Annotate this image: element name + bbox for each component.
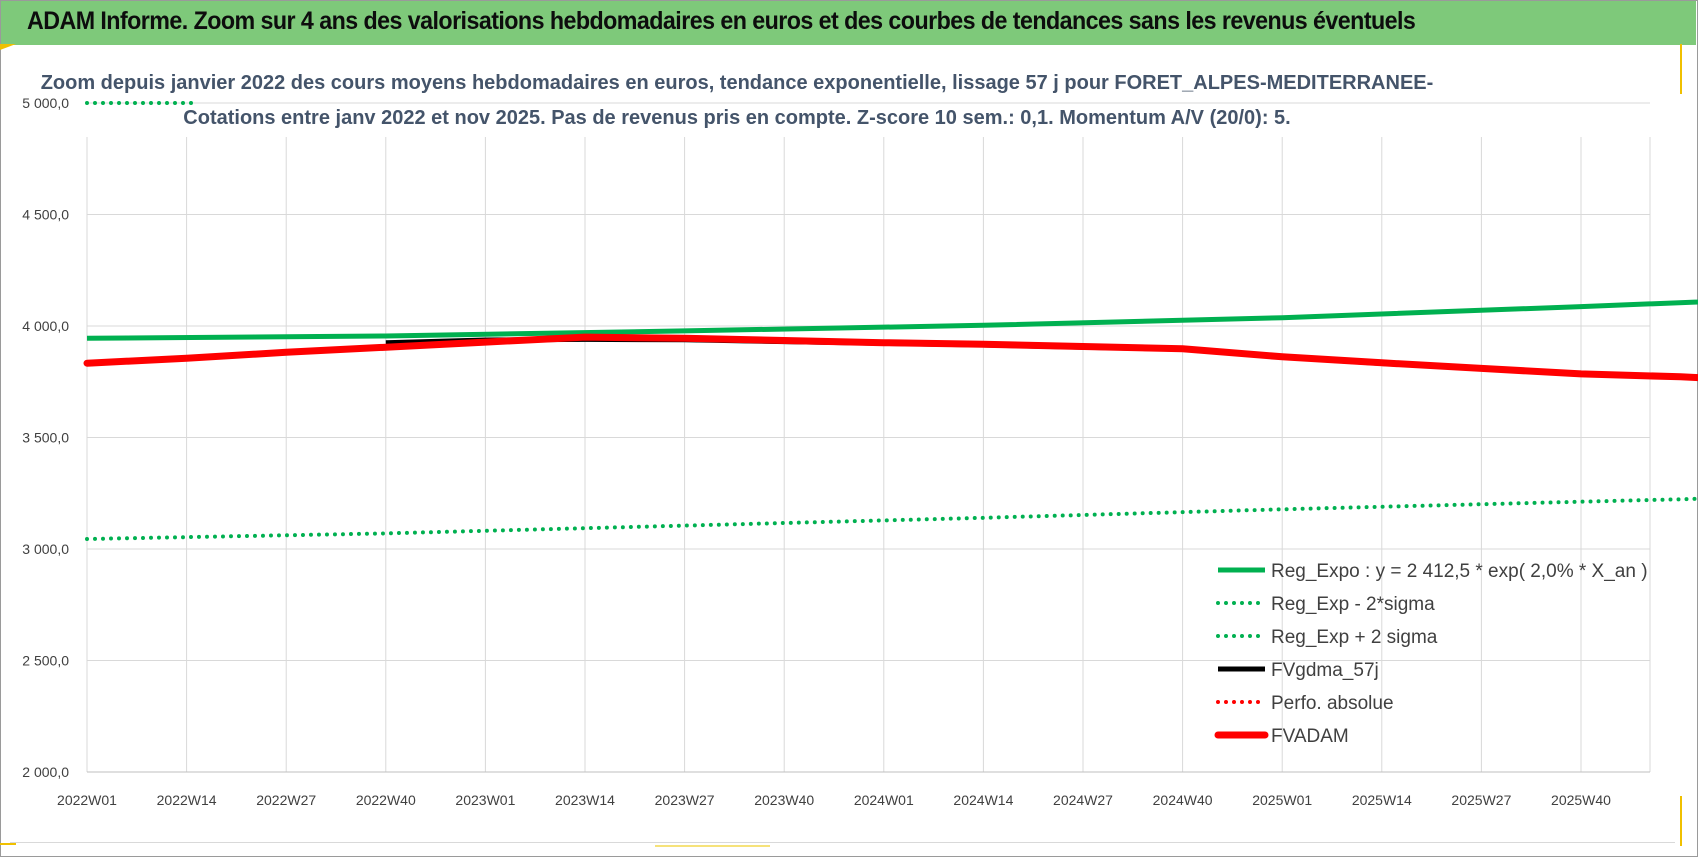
- x-tick-label: 2024W40: [1153, 792, 1213, 808]
- chart-title-line-1: Zoom depuis janvier 2022 des cours moyen…: [41, 72, 1434, 94]
- x-tick-label: 2024W27: [1053, 792, 1113, 808]
- corner-mark: [0, 843, 16, 845]
- x-tick-label: 2022W27: [256, 792, 316, 808]
- legend-label: Reg_Exp - 2*sigma: [1271, 594, 1435, 615]
- x-tick-label: 2023W40: [754, 792, 814, 808]
- x-tick-label: 2022W40: [356, 792, 416, 808]
- x-tick-label: 2025W27: [1451, 792, 1511, 808]
- chart-legend: Reg_Expo : y = 2 412,5 * exp( 2,0% * X_a…: [1214, 561, 1648, 747]
- x-tick-label: 2023W01: [455, 792, 515, 808]
- corner-mark: [0, 44, 16, 50]
- legend-label: Reg_Exp + 2 sigma: [1271, 627, 1438, 648]
- legend-label: FVgdma_57j: [1271, 660, 1379, 681]
- legend-label: FVADAM: [1271, 726, 1349, 747]
- series-line-reg-expo: [86, 299, 1698, 341]
- series-line-fvadam: [83, 333, 1698, 382]
- chart-grid: [86, 102, 1651, 772]
- x-tick-label: 2025W40: [1551, 792, 1611, 808]
- legend-label: Reg_Expo : y = 2 412,5 * exp( 2,0% * X_a…: [1271, 561, 1648, 582]
- legend-label: Perfo. absolue: [1271, 693, 1394, 714]
- chart-series: [83, 101, 1698, 541]
- x-axis: 2022W01 2022W14 2022W27 2022W40 2023W01 2023W…: [57, 771, 1650, 808]
- report-title: ADAM Informe. Zoom sur 4 ans des valoris…: [27, 7, 1416, 35]
- y-tick-label: 3 500,0: [22, 430, 69, 446]
- chart-title: Zoom depuis janvier 2022 des cours moyen…: [41, 72, 1434, 129]
- x-tick-label: 2025W01: [1252, 792, 1312, 808]
- series-line-reg-exp: [85, 496, 1698, 541]
- y-tick-label: 4 500,0: [22, 207, 69, 223]
- y-axis: 2 000,0 2 500,0 3 000,0 3 500,0 4 000,0 4 500…: [22, 95, 69, 780]
- y-tick-label: 2 000,0: [22, 764, 69, 780]
- y-tick-label: 5 000,0: [22, 95, 69, 111]
- x-tick-label: 2024W01: [854, 792, 914, 808]
- y-tick-label: 4 000,0: [22, 318, 69, 334]
- x-tick-label: 2025W14: [1352, 792, 1412, 808]
- report-banner: ADAM Informe. Zoom sur 4 ans des valoris…: [1, 1, 1696, 45]
- x-tick-label: 2022W01: [57, 792, 117, 808]
- chart-title-line-2: Cotations entre janv 2022 et nov 2025. P…: [183, 107, 1290, 129]
- x-tick-label: 2023W27: [655, 792, 715, 808]
- y-tick-label: 2 500,0: [22, 653, 69, 669]
- x-tick-label: 2022W14: [157, 792, 217, 808]
- x-tick-label: 2024W14: [953, 792, 1013, 808]
- corner-mark: [655, 845, 770, 847]
- divider: [10, 842, 1675, 843]
- corner-mark: [1680, 796, 1682, 846]
- x-tick-label: 2023W14: [555, 792, 615, 808]
- y-tick-label: 3 000,0: [22, 541, 69, 557]
- corner-mark: [1680, 44, 1682, 94]
